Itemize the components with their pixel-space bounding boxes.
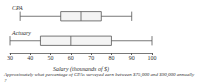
svg-text:80: 80 [108,55,114,61]
svg-text:100: 100 [148,55,157,61]
svg-text:CPA: CPA [12,5,23,11]
svg-text:60: 60 [68,55,74,61]
svg-text:Approximately what percentage: Approximately what percentage of CPAs su… [3,72,195,78]
svg-text:?: ? [4,78,7,83]
svg-text:Salary (thousands of $): Salary (thousands of $) [53,66,109,73]
svg-text:Actuary: Actuary [11,30,31,36]
svg-text:90: 90 [129,55,135,61]
svg-text:40: 40 [27,55,33,61]
svg-text:50: 50 [48,55,54,61]
svg-text:30: 30 [7,55,13,61]
svg-text:70: 70 [88,55,94,61]
